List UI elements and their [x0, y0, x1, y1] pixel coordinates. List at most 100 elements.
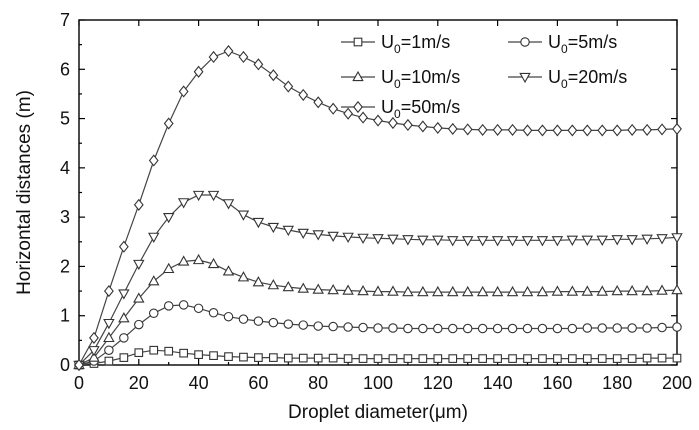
data-point: [177, 198, 190, 209]
data-point: [164, 346, 174, 356]
data-point: [298, 88, 309, 101]
data-point: [342, 284, 354, 295]
data-point: [476, 285, 489, 297]
data-point: [656, 234, 668, 245]
data-point: [133, 198, 144, 211]
data-point: [238, 50, 249, 64]
data-point: [192, 190, 205, 202]
data-point: [208, 308, 219, 318]
data-point: [433, 354, 443, 363]
data-point: [642, 353, 652, 363]
data-point: [417, 120, 428, 133]
data-point: [162, 262, 175, 274]
data-point: [163, 301, 174, 311]
data-point: [328, 353, 338, 363]
data-point: [193, 65, 204, 78]
data-point: [596, 285, 608, 296]
y-tick-label: 3: [60, 207, 70, 227]
data-point: [402, 118, 413, 132]
legend-label: U0=50m/s: [381, 97, 460, 121]
y-tick-label: 2: [60, 256, 70, 276]
data-point: [118, 240, 129, 253]
data-point: [567, 124, 578, 137]
data-point: [118, 289, 130, 300]
data-point: [357, 233, 369, 244]
series-diamond: [74, 44, 682, 372]
data-point: [283, 353, 293, 363]
data-point: [418, 323, 428, 334]
data-point: [491, 285, 504, 297]
data-point: [432, 235, 444, 246]
data-point: [313, 96, 324, 109]
y-tick-label: 7: [60, 10, 70, 30]
data-point: [373, 354, 383, 363]
data-point: [522, 124, 533, 137]
legend-item: U0=10m/s: [341, 67, 460, 91]
data-point: [222, 199, 235, 210]
data-point: [239, 352, 248, 362]
data-point: [313, 353, 323, 363]
series-square: [74, 345, 682, 370]
data-point: [103, 318, 115, 330]
data-point: [388, 354, 398, 363]
data-point: [462, 323, 473, 334]
data-point: [627, 323, 637, 333]
data-point: [208, 50, 219, 64]
data-point: [551, 285, 564, 296]
data-point: [447, 285, 459, 297]
data-point: [237, 271, 250, 282]
data-point: [358, 111, 368, 124]
legend-marker: [352, 70, 364, 82]
data-point: [312, 230, 324, 241]
data-point: [418, 354, 428, 363]
data-point: [538, 354, 547, 363]
data-point: [388, 116, 398, 130]
data-point: [298, 353, 308, 363]
data-point: [626, 284, 638, 296]
data-point: [178, 85, 189, 98]
data-point: [597, 323, 607, 333]
data-point: [478, 354, 488, 363]
data-point: [298, 320, 308, 330]
data-point: [312, 283, 324, 294]
data-point: [192, 253, 205, 265]
data-point: [477, 323, 488, 334]
data-point: [118, 312, 130, 323]
data-point: [567, 354, 577, 363]
data-point: [461, 285, 474, 297]
data-point: [432, 285, 444, 297]
data-point: [372, 234, 384, 245]
x-tick-label: 60: [248, 373, 268, 393]
data-point: [671, 233, 683, 244]
data-point: [537, 323, 548, 334]
data-point: [267, 222, 280, 234]
data-point: [283, 80, 294, 93]
data-point: [492, 123, 503, 136]
data-point: [342, 232, 354, 243]
data-point: [642, 323, 652, 333]
x-tick-label: 200: [662, 373, 692, 393]
x-tick-label: 20: [129, 373, 149, 393]
data-point: [282, 225, 295, 237]
data-point: [328, 102, 339, 115]
data-point: [194, 350, 203, 360]
data-point: [104, 356, 114, 366]
data-point: [672, 122, 682, 135]
data-point: [461, 236, 474, 247]
data-point: [223, 311, 234, 322]
x-axis-title: Droplet diameter(μm): [288, 402, 468, 423]
data-point: [627, 354, 637, 363]
data-point: [506, 236, 519, 247]
data-point: [358, 354, 368, 363]
data-point: [552, 323, 563, 334]
data-point: [523, 354, 532, 363]
data-point: [553, 354, 562, 363]
data-point: [447, 323, 458, 334]
data-point: [537, 124, 548, 137]
data-point: [627, 123, 638, 136]
data-point: [611, 235, 623, 246]
data-point: [387, 285, 399, 296]
data-point: [297, 282, 309, 293]
data-point: [672, 322, 682, 332]
data-point: [477, 123, 488, 136]
